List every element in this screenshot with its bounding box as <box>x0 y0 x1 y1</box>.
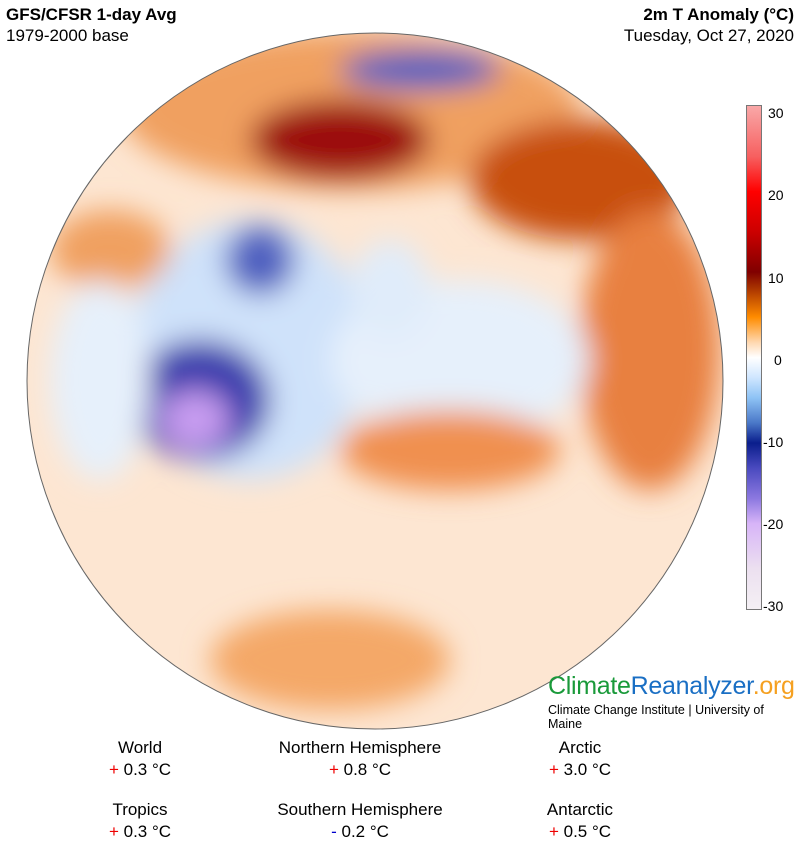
colorbar-tick: 10 <box>768 270 784 286</box>
baseline-label: 1979-2000 base <box>6 26 129 45</box>
colorbar-tick: 20 <box>768 187 784 203</box>
colorbar <box>746 105 762 610</box>
model-title: GFS/CFSR 1-day Avg <box>6 5 177 24</box>
colorbar-tick: -20 <box>763 516 784 532</box>
stat-tropics: Tropics + 0.3 °C <box>108 800 172 841</box>
stat-arctic: Arctic + 3.0 °C <box>548 738 612 779</box>
stat-world: World + 0.3 °C <box>108 738 172 779</box>
header-right: 2m T Anomaly (°C) Tuesday, Oct 27, 2020 <box>624 4 794 46</box>
stat-northern-hemisphere: Northern Hemisphere + 0.8 °C <box>278 738 442 779</box>
colorbar-tick: -30 <box>763 598 784 614</box>
date-label: Tuesday, Oct 27, 2020 <box>623 26 794 45</box>
climate-reanalyzer-logo[interactable]: ClimateReanalyzer.org <box>548 672 795 700</box>
institute-label: Climate Change Institute | University of… <box>548 703 764 731</box>
colorbar-tick: 0 <box>774 352 782 368</box>
header-left: GFS/CFSR 1-day Avg 1979-2000 base <box>6 4 177 46</box>
colorbar-tick: -10 <box>763 434 784 450</box>
stat-antarctic: Antarctic + 0.5 °C <box>546 800 614 841</box>
stat-southern-hemisphere: Southern Hemisphere - 0.2 °C <box>277 800 443 841</box>
variable-title: 2m T Anomaly (°C) <box>643 5 794 24</box>
colorbar-tick: 30 <box>768 105 784 121</box>
